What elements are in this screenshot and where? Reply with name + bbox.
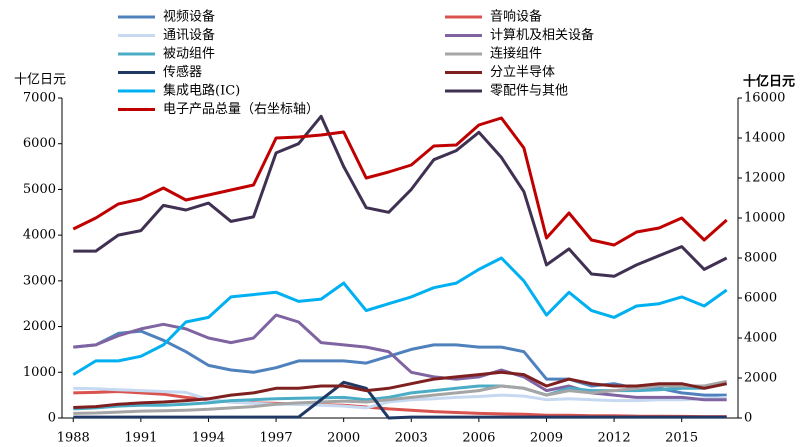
y2-tick-label: 2000 [744, 371, 777, 386]
legend-label: 分立半导体 [490, 65, 555, 80]
legend-label: 通讯设备 [163, 27, 215, 43]
x-tick-label: 2000 [327, 431, 360, 446]
legend-label: 集成电路(IC) [163, 83, 240, 99]
x-tick-label: 1988 [57, 431, 90, 446]
x-tick-label: 2009 [530, 431, 563, 446]
x-tick-label: 2006 [462, 431, 495, 446]
y2-tick-label: 12000 [744, 171, 785, 186]
y-tick-label: 0 [48, 411, 56, 426]
series-line [73, 116, 726, 276]
y2-tick-label: 8000 [744, 251, 777, 266]
y2-axis-label: 十亿日元 [743, 74, 795, 90]
y2-tick-label: 0 [744, 411, 752, 426]
x-tick-label: 2003 [395, 431, 428, 446]
y-tick-label: 3000 [23, 273, 56, 288]
legend-label: 被动组件 [163, 47, 215, 62]
y-tick-label: 6000 [23, 136, 56, 151]
x-tick-label: 2015 [665, 431, 698, 446]
x-tick-label: 1994 [192, 431, 225, 446]
legend-label: 零配件与其他 [490, 84, 568, 99]
y-tick-label: 7000 [23, 91, 56, 106]
y2-tick-label: 16000 [744, 91, 785, 106]
legend-label: 计算机及相关设备 [490, 27, 594, 43]
y-tick-label: 5000 [23, 182, 56, 197]
y2-tick-label: 6000 [744, 291, 777, 306]
legend-label: 音响设备 [490, 9, 542, 25]
y-axis-label: 十亿日元 [14, 73, 66, 88]
y-tick-label: 1000 [23, 365, 56, 380]
y2-tick-label: 4000 [744, 331, 777, 346]
y-tick-label: 4000 [23, 228, 56, 243]
legend-label: 传感器 [163, 64, 202, 80]
legend-label: 电子产品总量（右坐标轴） [163, 102, 319, 117]
x-tick-label: 2012 [598, 431, 631, 446]
y-tick-label: 2000 [23, 319, 56, 334]
series-line [73, 258, 726, 375]
series-line [73, 118, 726, 245]
y2-tick-label: 10000 [744, 211, 785, 226]
legend-label: 连接组件 [490, 46, 542, 62]
y2-tick-label: 14000 [744, 131, 785, 146]
legend-label: 视频设备 [163, 9, 215, 25]
x-tick-label: 1997 [260, 431, 293, 446]
x-tick-label: 1991 [124, 431, 157, 446]
